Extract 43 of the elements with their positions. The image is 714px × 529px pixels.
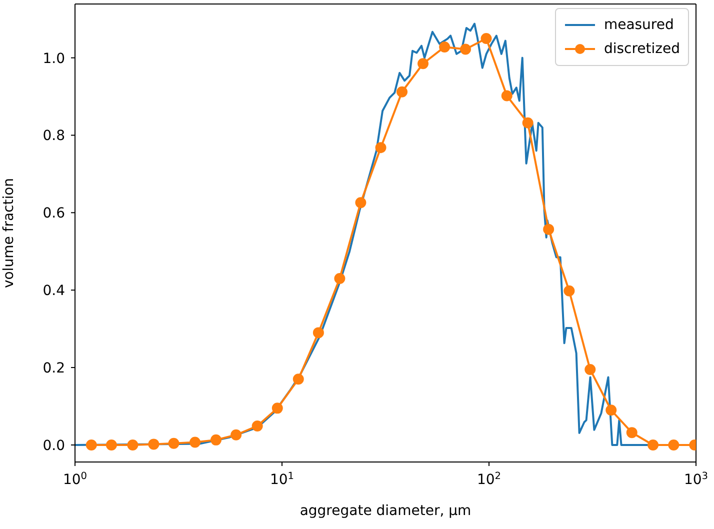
point: [127, 439, 138, 450]
point: [272, 402, 283, 414]
point: [418, 58, 429, 70]
point: [312, 327, 324, 338]
y-tick-label: 0.2: [42, 360, 65, 377]
point: [190, 436, 201, 448]
point: [439, 41, 450, 52]
point: [668, 439, 680, 450]
point: [543, 224, 554, 235]
point: [334, 272, 346, 284]
y-tick-label: 0.4: [42, 283, 66, 300]
point: [501, 90, 512, 102]
point: [106, 439, 117, 450]
x-tick-label: 10$^{1}$: [270, 470, 294, 488]
point: [210, 434, 222, 446]
point: [168, 438, 180, 449]
point: [584, 364, 596, 375]
point: [522, 117, 534, 128]
x-tick-label: 10$^{3}$: [684, 470, 708, 488]
point: [355, 197, 366, 208]
y-tick-label: 0.8: [42, 128, 65, 144]
point: [460, 44, 472, 55]
point: [148, 438, 160, 450]
point: [292, 374, 304, 385]
x-axis-title: aggregate diameter, µm: [300, 503, 472, 519]
point: [86, 439, 97, 450]
y-tick-label: 0.6: [42, 206, 66, 222]
legend-label: discretized: [604, 41, 680, 57]
point: [480, 32, 492, 44]
y-axis-title: volume fraction: [0, 178, 17, 288]
x-tick-label: 10$^{2}$: [476, 470, 502, 488]
point: [230, 429, 242, 440]
point: [252, 420, 263, 432]
point: [606, 404, 617, 416]
x-tick-label: 10$^{0}$: [62, 470, 88, 488]
legend-label: measured: [604, 17, 674, 33]
point: [626, 427, 638, 438]
y-tick-label: 0.0: [42, 438, 65, 454]
point: [375, 142, 386, 154]
point: [564, 285, 575, 296]
point: [396, 86, 408, 98]
point: [648, 439, 659, 450]
y-tick-label: 1.0: [42, 50, 65, 67]
